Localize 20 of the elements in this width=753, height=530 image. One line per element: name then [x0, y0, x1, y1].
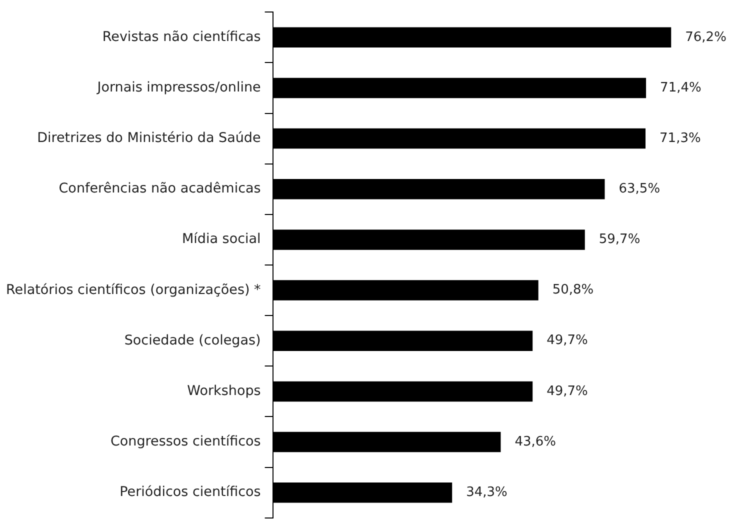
y-tick-label: Sociedade (colegas)	[124, 332, 261, 348]
y-tick-label: Relatórios científicos (organizações) *	[6, 282, 262, 298]
y-tick-label: Mídia social	[182, 231, 261, 248]
y-tick-label: Jornais impressos/online	[96, 79, 261, 96]
data-label: 63,5%	[618, 182, 660, 197]
data-label: 49,7%	[546, 333, 588, 348]
data-label: 71,4%	[660, 80, 702, 96]
data-label: 59,7%	[598, 232, 640, 248]
data-label: 34,3%	[466, 484, 508, 500]
data-label: 49,7%	[546, 384, 588, 399]
y-tick-label: Conferências não acadêmicas	[58, 180, 261, 197]
data-label: 50,8%	[552, 282, 594, 298]
data-label: 43,6%	[514, 434, 556, 450]
y-tick-label: Congressos científicos	[110, 434, 261, 450]
data-label: 71,3%	[660, 130, 701, 146]
y-tick-label: Revistas não científicas	[102, 28, 261, 45]
y-tick-label: Workshops	[187, 382, 261, 399]
y-tick-label: Periódicos científicos	[120, 484, 261, 500]
data-label: 76,2%	[685, 30, 726, 45]
y-tick-label: Diretrizes do Ministério da Saúde	[37, 130, 261, 146]
